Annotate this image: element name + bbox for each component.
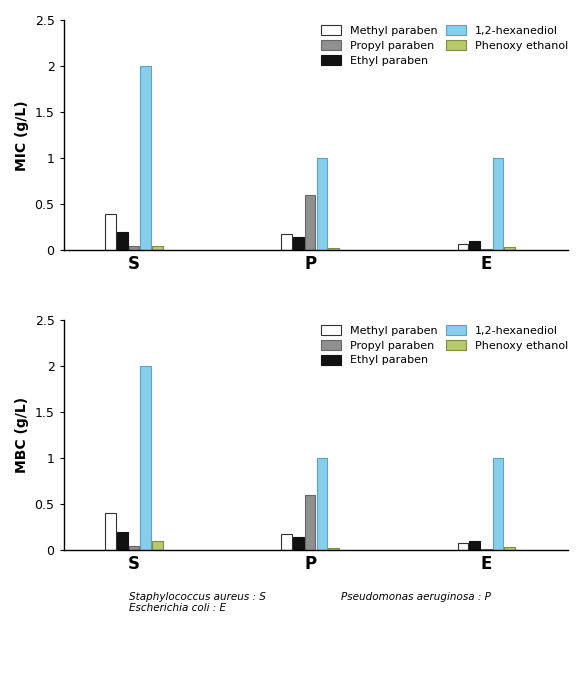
Bar bbox=[152, 541, 163, 550]
Y-axis label: MIC (g/L): MIC (g/L) bbox=[15, 100, 29, 171]
Bar bbox=[328, 548, 339, 550]
Legend: Methyl paraben, Propyl paraben, Ethyl paraben, 1,2-hexanediol, Phenoxy ethanol: Methyl paraben, Propyl paraben, Ethyl pa… bbox=[316, 321, 573, 370]
Bar bbox=[504, 546, 515, 550]
Text: Pseudomonas aeruginosa : P: Pseudomonas aeruginosa : P bbox=[341, 592, 491, 602]
Bar bbox=[457, 544, 468, 550]
Bar bbox=[281, 534, 292, 550]
Bar bbox=[305, 195, 315, 250]
Bar bbox=[105, 213, 116, 250]
Bar bbox=[293, 236, 303, 250]
Bar bbox=[316, 458, 327, 550]
Bar bbox=[129, 546, 139, 550]
Bar bbox=[328, 248, 339, 250]
Bar bbox=[469, 541, 480, 550]
Bar bbox=[504, 246, 515, 250]
Bar bbox=[492, 158, 503, 250]
Bar bbox=[293, 537, 303, 550]
Legend: Methyl paraben, Propyl paraben, Ethyl paraben, 1,2-hexanediol, Phenoxy ethanol: Methyl paraben, Propyl paraben, Ethyl pa… bbox=[316, 21, 573, 70]
Bar bbox=[481, 249, 491, 250]
Bar bbox=[140, 366, 151, 550]
Bar bbox=[316, 158, 327, 250]
Bar bbox=[140, 66, 151, 250]
Bar bbox=[105, 513, 116, 550]
Bar bbox=[457, 244, 468, 250]
Bar bbox=[281, 234, 292, 250]
Bar bbox=[129, 246, 139, 250]
Bar bbox=[117, 232, 127, 250]
Text: Staphylococcus aureus : S
Escherichia coli : E: Staphylococcus aureus : S Escherichia co… bbox=[129, 592, 266, 613]
Bar bbox=[481, 549, 491, 550]
Y-axis label: MBC (g/L): MBC (g/L) bbox=[15, 397, 29, 473]
Bar bbox=[469, 241, 480, 250]
Bar bbox=[117, 532, 127, 550]
Bar bbox=[305, 495, 315, 550]
Bar bbox=[152, 246, 163, 250]
Bar bbox=[492, 458, 503, 550]
